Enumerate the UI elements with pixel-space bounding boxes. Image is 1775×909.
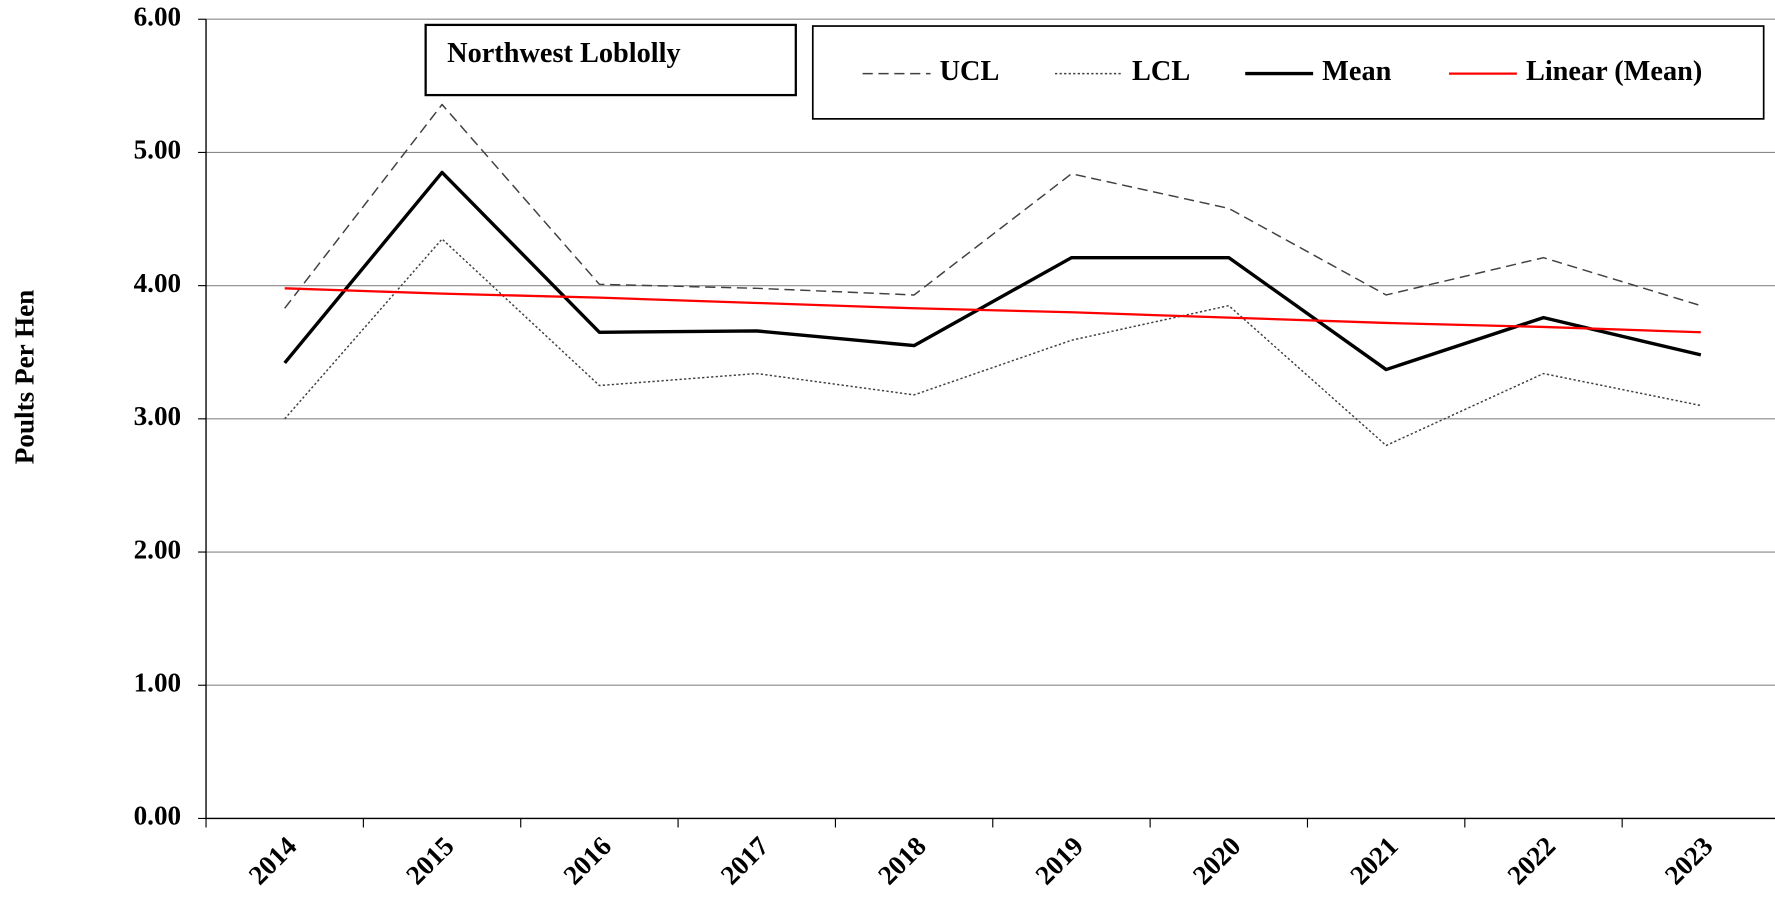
x-tick-label: 2014 bbox=[243, 830, 303, 890]
y-tick-label: 0.00 bbox=[134, 801, 182, 831]
y-tick-label: 5.00 bbox=[134, 135, 182, 165]
y-tick-label: 1.00 bbox=[134, 667, 182, 697]
x-tick-label: 2016 bbox=[557, 831, 617, 891]
chart-title: Northwest Loblolly bbox=[447, 38, 680, 69]
x-tick-label: 2021 bbox=[1344, 831, 1404, 891]
y-tick-label: 3.00 bbox=[134, 401, 182, 431]
series-line bbox=[284, 103, 1702, 309]
y-axis-label: Poults Per Hen bbox=[9, 290, 39, 464]
x-tick-label: 2020 bbox=[1187, 831, 1247, 891]
x-tick-label: 2022 bbox=[1502, 831, 1562, 891]
y-tick-label: 6.00 bbox=[134, 1, 182, 31]
legend-box bbox=[811, 25, 1765, 120]
x-tick-label: 2017 bbox=[715, 831, 775, 891]
x-tick-label: 2023 bbox=[1659, 831, 1719, 891]
series-line bbox=[284, 287, 1701, 334]
title-box bbox=[424, 23, 797, 97]
x-tick-label: 2019 bbox=[1030, 831, 1090, 891]
y-tick-label: 4.00 bbox=[134, 268, 182, 298]
series-line bbox=[284, 238, 1701, 447]
legend-label: UCL bbox=[940, 56, 1000, 87]
x-tick-label: 2018 bbox=[872, 831, 932, 891]
series-line bbox=[283, 170, 1702, 372]
legend-label: Mean bbox=[1322, 56, 1391, 87]
y-tick-label: 2.00 bbox=[134, 534, 182, 564]
x-tick-label: 2015 bbox=[400, 831, 460, 891]
legend-label: LCL bbox=[1132, 56, 1190, 87]
legend-label: Linear (Mean) bbox=[1526, 56, 1702, 87]
